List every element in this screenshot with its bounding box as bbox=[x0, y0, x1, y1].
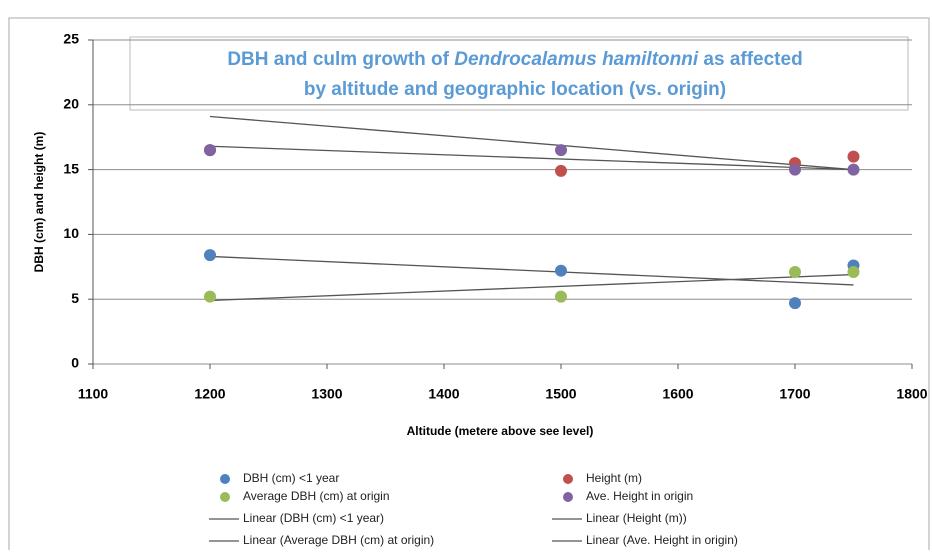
legend-label: Linear (DBH (cm) <1 year) bbox=[243, 511, 384, 525]
legend-label: Linear (Height (m)) bbox=[586, 511, 687, 525]
y-axis-title: DBH (cm) and height (m) bbox=[32, 132, 46, 273]
legend-label: Linear (Ave. Height in origin) bbox=[586, 533, 738, 547]
title-part: by altitude and geographic location (vs.… bbox=[304, 79, 726, 100]
point bbox=[555, 164, 567, 177]
legend-label: Height (m) bbox=[586, 471, 642, 485]
x-tick-label: 1800 bbox=[896, 386, 927, 402]
y-tick-label: 25 bbox=[63, 31, 79, 47]
legend-marker bbox=[220, 474, 230, 484]
point bbox=[555, 290, 567, 303]
y-tick-label: 10 bbox=[63, 225, 79, 241]
x-tick-label: 1400 bbox=[428, 386, 459, 402]
x-tick-label: 1600 bbox=[662, 386, 693, 402]
point bbox=[847, 150, 860, 163]
trend-line bbox=[209, 273, 854, 302]
title-box bbox=[129, 36, 909, 111]
legend-marker bbox=[563, 474, 573, 484]
legend-label: Average DBH (cm) at origin bbox=[243, 489, 390, 503]
legend-label: Ave. Height in origin bbox=[586, 489, 693, 503]
title-part: as affected bbox=[698, 49, 803, 70]
x-tick-label: 1200 bbox=[194, 386, 225, 402]
y-tick-label: 5 bbox=[71, 290, 79, 306]
legend-marker bbox=[220, 492, 230, 502]
y-tick-label: 0 bbox=[71, 355, 79, 371]
point bbox=[204, 249, 216, 262]
x-tick-label: 1100 bbox=[78, 386, 109, 402]
point bbox=[789, 265, 801, 278]
x-tick-label: 1700 bbox=[779, 386, 810, 402]
y-tick-label: 15 bbox=[63, 160, 79, 176]
trend-line bbox=[209, 115, 854, 171]
trend-line bbox=[209, 255, 854, 286]
point bbox=[204, 144, 216, 157]
trend-line bbox=[209, 145, 854, 171]
point bbox=[555, 144, 567, 157]
point bbox=[204, 290, 216, 303]
x-tick-label: 1300 bbox=[311, 386, 342, 402]
point bbox=[555, 264, 567, 277]
legend-label: Linear (Average DBH (cm) at origin) bbox=[243, 533, 434, 547]
title-part: Dendrocalamus hamiltonni bbox=[454, 49, 699, 70]
point bbox=[847, 163, 860, 176]
chart-title: by altitude and geographic location (vs.… bbox=[304, 79, 726, 100]
title-part: DBH and culm growth of bbox=[227, 49, 454, 70]
legend-marker bbox=[563, 492, 573, 502]
x-tick-label: 1500 bbox=[545, 386, 576, 402]
chart-title: DBH and culm growth of Dendrocalamus ham… bbox=[227, 49, 802, 70]
legend-label: DBH (cm) <1 year bbox=[243, 471, 339, 485]
point bbox=[847, 265, 860, 278]
point bbox=[789, 163, 801, 176]
point bbox=[789, 297, 801, 310]
x-axis-title: Altitude (metere above see level) bbox=[407, 424, 594, 438]
y-tick-label: 20 bbox=[63, 96, 79, 112]
